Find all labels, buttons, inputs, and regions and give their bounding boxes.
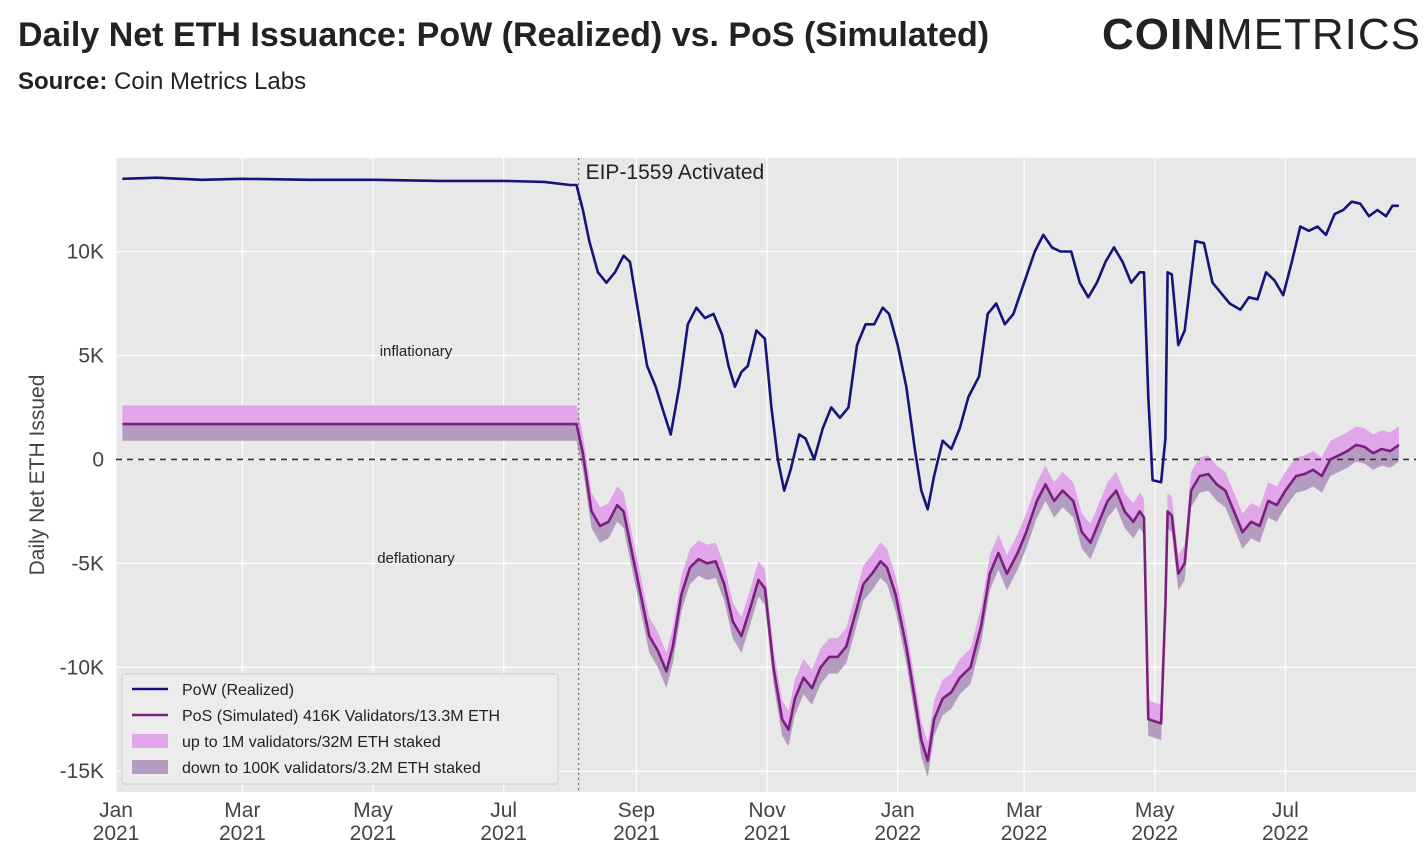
source-value: Coin Metrics Labs bbox=[114, 68, 307, 95]
gridlines bbox=[115, 158, 1416, 792]
y-axis-label: Daily Net ETH Issued bbox=[26, 375, 49, 576]
series-lines bbox=[122, 176, 1400, 763]
y-tick-label: -10K bbox=[60, 656, 104, 679]
x-tick-year: 2022 bbox=[1262, 822, 1309, 845]
x-tick-month: May bbox=[353, 799, 393, 822]
eip-1559-label: EIP-1559 Activated bbox=[586, 161, 765, 184]
deflationary-label: deflationary bbox=[377, 550, 455, 567]
y-tick-label: 5K bbox=[78, 344, 104, 367]
x-tick-month: Mar bbox=[1006, 799, 1042, 822]
x-tick-month: Nov bbox=[748, 799, 786, 822]
source-label: Source: bbox=[18, 68, 108, 95]
x-tick-month: Jan bbox=[881, 799, 915, 822]
y-tick-label: 10K bbox=[67, 241, 104, 264]
y-tick-label: -5K bbox=[71, 552, 104, 575]
x-tick-month: Sep bbox=[618, 799, 655, 822]
legend-swatch bbox=[132, 760, 168, 774]
x-tick-year: 2021 bbox=[350, 822, 397, 845]
coin-metrics-logo: COINMETRICS bbox=[1102, 10, 1421, 60]
source-line: Source: Coin Metrics Labs bbox=[18, 68, 306, 96]
x-axis-ticks: Jan2021Mar2021May2021Jul2021Sep2021Nov20… bbox=[93, 799, 1309, 845]
y-tick-label: 0 bbox=[92, 448, 104, 471]
pos-line bbox=[122, 422, 1400, 763]
logo-light-text: METRICS bbox=[1216, 10, 1421, 59]
x-tick-year: 2021 bbox=[219, 822, 266, 845]
legend-entry-label: up to 1M validators/32M ETH staked bbox=[182, 734, 441, 751]
pow-line bbox=[122, 176, 1399, 511]
inflationary-label: inflationary bbox=[380, 343, 453, 360]
x-tick-year: 2021 bbox=[93, 822, 140, 845]
x-tick-month: Jul bbox=[1272, 799, 1299, 822]
x-tick-year: 2022 bbox=[1131, 822, 1178, 845]
x-tick-year: 2022 bbox=[874, 822, 921, 845]
legend-box bbox=[121, 673, 559, 785]
legend-entry-label: PoW (Realized) bbox=[182, 682, 294, 699]
legend-swatch bbox=[132, 734, 168, 748]
x-tick-year: 2021 bbox=[744, 822, 791, 845]
legend-entry-label: down to 100K validators/3.2M ETH staked bbox=[182, 760, 481, 777]
x-tick-year: 2022 bbox=[1001, 822, 1048, 845]
x-tick-year: 2021 bbox=[613, 822, 660, 845]
y-tick-label: -15K bbox=[60, 760, 104, 783]
legend-entry-label: PoS (Simulated) 416K Validators/13.3M ET… bbox=[182, 708, 500, 725]
x-tick-year: 2021 bbox=[480, 822, 527, 845]
chart-title: Daily Net ETH Issuance: PoW (Realized) v… bbox=[18, 16, 990, 54]
legend: PoW (Realized) PoS (Simulated) 416K Valid… bbox=[121, 673, 559, 785]
y-axis-ticks: 10K 5K 0 -5K -10K -15K bbox=[60, 241, 104, 784]
x-tick-month: Jan bbox=[99, 799, 133, 822]
x-tick-month: Mar bbox=[224, 799, 260, 822]
x-tick-month: Jul bbox=[490, 799, 517, 822]
logo-bold-text: COIN bbox=[1102, 10, 1216, 59]
x-tick-month: May bbox=[1135, 799, 1175, 822]
